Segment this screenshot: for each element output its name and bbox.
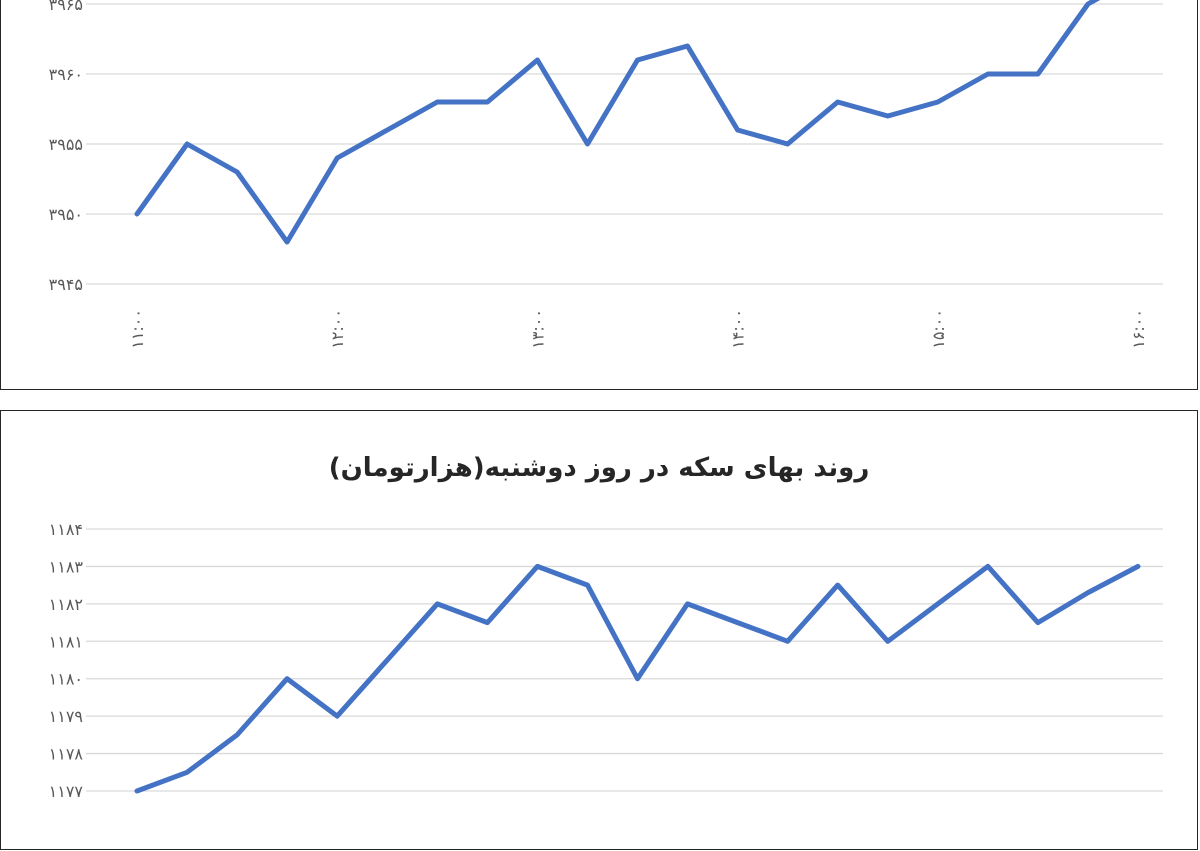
y-tick-label: ۱۱۸۴ <box>49 520 83 539</box>
y-tick-label: ۳۹۵۵ <box>49 135 83 154</box>
y-tick-label: ۱۱۸۲ <box>49 595 83 614</box>
y-tick-label: ۱۱۷۷ <box>49 782 84 801</box>
line-chart-top: ۳۹۴۵ ۳۹۵۰ ۳۹۵۵ ۳۹۶۰ ۳۹۶۵ ۱۱:۰۰ ۱۲:۰۰ ۱۳:۰۰ ۱۴:۰۰… <box>49 0 1163 349</box>
series-line <box>134 0 1101 245</box>
series-line <box>134 563 1141 794</box>
y-tick-label: ۳۹۴۵ <box>49 275 83 294</box>
y-tick-label: ۱۱۸۳ <box>49 557 84 576</box>
y-tick-label: ۱۱۸۰ <box>49 670 83 689</box>
x-tick-label: ۱۲:۰۰ <box>328 309 347 349</box>
y-tick-label: ۳۹۶۰ <box>49 65 83 84</box>
chart-title: روند بهای سکه در روز دوشنبه(هزارتومان) <box>328 453 870 483</box>
y-tick-label: ۱۱۷۸ <box>49 745 84 764</box>
y-tick-label: ۳۹۶۵ <box>49 0 83 14</box>
x-tick-label: ۱۶:۰۰ <box>1129 309 1148 349</box>
y-tick-label: ۱۱۸۱ <box>49 632 83 651</box>
x-tick-label: ۱۱:۰۰ <box>128 309 147 349</box>
chart-panel-top: ۳۹۴۵ ۳۹۵۰ ۳۹۵۵ ۳۹۶۰ ۳۹۶۵ ۱۱:۰۰ ۱۲:۰۰ ۱۳:۰۰ ۱۴:۰۰… <box>0 0 1198 390</box>
y-tick-label: ۱۱۷۹ <box>49 707 83 726</box>
y-tick-label: ۳۹۵۰ <box>49 205 83 224</box>
line-chart-bottom: ۱۱۷۷ ۱۱۷۸ ۱۱۷۹ ۱۱۸۰ ۱۱۸۱ ۱۱۸۲ ۱۱۸۳ ۱۱۸۴ <box>49 520 1163 801</box>
chart-panel-bottom: روند بهای سکه در روز دوشنبه(هزارتومان) ۱… <box>0 410 1198 850</box>
x-tick-label: ۱۴:۰۰ <box>729 309 748 349</box>
x-tick-label: ۱۳:۰۰ <box>528 309 547 349</box>
x-tick-label: ۱۵:۰۰ <box>929 309 948 349</box>
